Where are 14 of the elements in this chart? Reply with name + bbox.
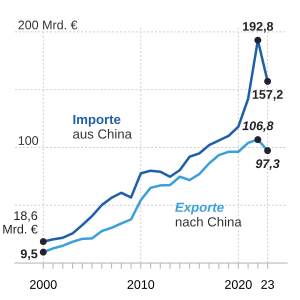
y-tick-label: 200 Mrd. € bbox=[18, 20, 78, 30]
data-label: 9,5 bbox=[20, 249, 38, 260]
data-label: 97,3 bbox=[256, 159, 280, 170]
x-tick-label: 2020 bbox=[225, 280, 252, 289]
data-label: 157,2 bbox=[252, 90, 283, 101]
data-label: 18,6 Mrd. € bbox=[3, 211, 38, 234]
series-label: Exporte nach China bbox=[175, 202, 242, 227]
y-tick-label: 100 bbox=[18, 136, 38, 146]
x-tick-label: 2000 bbox=[30, 280, 57, 289]
x-tick-label: 2010 bbox=[128, 280, 154, 289]
data-label: 192,8 bbox=[242, 22, 274, 33]
x-tick-label: 23 bbox=[261, 280, 274, 289]
text: Importe aus China bbox=[73, 114, 132, 139]
data-label: 106,8 bbox=[242, 121, 274, 132]
